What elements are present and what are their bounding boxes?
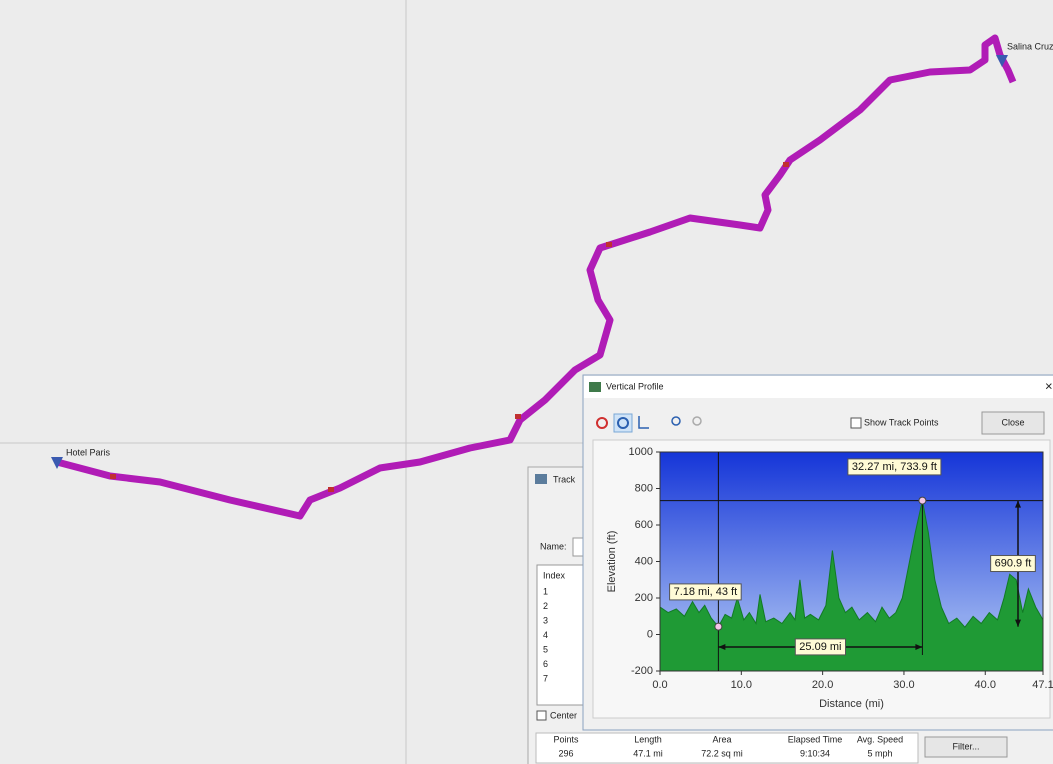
cursor-point bbox=[714, 622, 723, 631]
track-marker bbox=[606, 242, 612, 247]
cursor-label: 32.27 mi, 733.9 ft bbox=[852, 461, 937, 473]
stats-header: Avg. Speed bbox=[857, 734, 903, 744]
track-marker bbox=[515, 414, 521, 419]
x-tick-label: 47.1 bbox=[1032, 679, 1053, 691]
start-label: Hotel Paris bbox=[66, 447, 111, 457]
tool-icon[interactable] bbox=[638, 416, 649, 429]
stats-table bbox=[535, 732, 919, 764]
start-flag[interactable] bbox=[51, 457, 63, 469]
track-marker bbox=[783, 162, 789, 167]
track-points-checkbox[interactable] bbox=[850, 417, 862, 429]
tool-icon[interactable] bbox=[617, 417, 629, 429]
index-cell: 6 bbox=[543, 659, 548, 669]
window-icon bbox=[589, 382, 601, 392]
filter-button-label[interactable]: Filter... bbox=[952, 741, 979, 751]
cursor-label: 7.18 mi, 43 ft bbox=[674, 586, 738, 598]
end-label: Salina Cruz bbox=[1007, 41, 1053, 51]
tool-icon-active[interactable] bbox=[613, 413, 633, 433]
profile-title: Vertical Profile bbox=[606, 381, 664, 391]
name-label: Name: bbox=[540, 541, 567, 551]
stats-header: Area bbox=[712, 734, 731, 744]
index-cell: 4 bbox=[543, 630, 548, 640]
elevation-line bbox=[659, 500, 1044, 628]
cursor-label-box bbox=[847, 458, 942, 476]
distance-label-box bbox=[794, 638, 846, 656]
y-tick-label: 1000 bbox=[629, 446, 653, 458]
index-cell: 2 bbox=[543, 601, 548, 611]
x-axis-title: Distance (mi) bbox=[819, 698, 884, 710]
track-points-label: Show Track Points bbox=[864, 417, 939, 427]
index-cell: 5 bbox=[543, 644, 548, 654]
cursor-label-box bbox=[669, 583, 742, 601]
close-x[interactable]: × bbox=[1045, 378, 1053, 393]
index-header: Index bbox=[543, 570, 566, 580]
x-tick-label: 40.0 bbox=[975, 679, 996, 691]
close-button[interactable] bbox=[981, 411, 1045, 435]
window-icon bbox=[535, 474, 547, 484]
y-tick-label: 600 bbox=[635, 519, 653, 531]
x-tick-label: 20.0 bbox=[812, 679, 833, 691]
stats-value: 9:10:34 bbox=[800, 748, 830, 758]
title-bar bbox=[584, 376, 1053, 398]
stats-header: Length bbox=[634, 734, 662, 744]
index-cell: 1 bbox=[543, 586, 548, 596]
y-tick-label: 400 bbox=[635, 555, 653, 567]
y-tick-label: -200 bbox=[631, 665, 653, 677]
area-fill bbox=[660, 500, 1043, 671]
index-cell: 3 bbox=[543, 615, 548, 625]
y-tick-label: 200 bbox=[635, 592, 653, 604]
track-title: Track bbox=[553, 474, 576, 484]
stats-value: 296 bbox=[558, 748, 573, 758]
zoom-in-icon[interactable] bbox=[671, 416, 681, 426]
y-tick-label: 800 bbox=[635, 482, 653, 494]
track-marker bbox=[110, 474, 116, 479]
tool-icon[interactable] bbox=[596, 417, 608, 429]
stats-value: 47.1 mi bbox=[633, 748, 663, 758]
end-flag[interactable] bbox=[996, 55, 1008, 67]
track-marker bbox=[328, 487, 334, 492]
elevation-difference-label: 690.9 ft bbox=[995, 558, 1032, 570]
stats-value: 5 mph bbox=[867, 748, 892, 758]
x-tick-label: 10.0 bbox=[731, 679, 752, 691]
stats-header: Elapsed Time bbox=[788, 734, 843, 744]
stats-header: Points bbox=[553, 734, 579, 744]
track-line[interactable] bbox=[56, 34, 1017, 520]
zoom-out-icon[interactable] bbox=[692, 416, 702, 426]
stats-value: 72.2 sq mi bbox=[701, 748, 743, 758]
center-label: Center bbox=[550, 710, 577, 720]
cursor-point bbox=[918, 496, 927, 505]
center-checkbox[interactable] bbox=[536, 710, 547, 721]
x-tick-label: 30.0 bbox=[893, 679, 914, 691]
close-button-label[interactable]: Close bbox=[1001, 417, 1024, 427]
y-axis-title: Elevation (ft) bbox=[606, 531, 618, 593]
index-cell: 7 bbox=[543, 673, 548, 683]
elevation-difference-label-box bbox=[990, 555, 1036, 573]
x-tick-label: 0.0 bbox=[652, 679, 667, 691]
y-tick-label: 0 bbox=[647, 628, 653, 640]
filter-button[interactable] bbox=[924, 736, 1008, 758]
distance-label: 25.09 mi bbox=[799, 641, 841, 653]
